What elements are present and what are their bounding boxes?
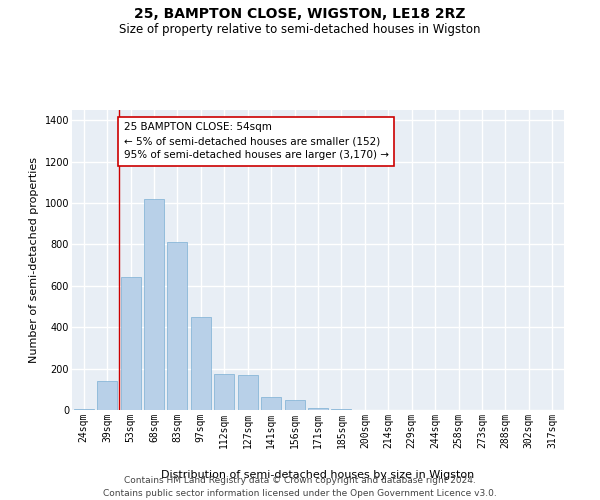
Text: Size of property relative to semi-detached houses in Wigston: Size of property relative to semi-detach… (119, 22, 481, 36)
Bar (331, 409, 352, 410)
Bar (74, 409, 94, 410)
Bar (308, 408, 328, 410)
Bar (284, 400, 305, 410)
Text: Distribution of semi-detached houses by size in Wigston: Distribution of semi-detached houses by … (161, 470, 475, 480)
Bar (238, 375, 257, 410)
Bar (214, 374, 234, 410)
Bar (97, 381, 117, 410)
Y-axis label: Number of semi-detached properties: Number of semi-detached properties (29, 157, 39, 363)
Text: 25, BAMPTON CLOSE, WIGSTON, LE18 2RZ: 25, BAMPTON CLOSE, WIGSTON, LE18 2RZ (134, 8, 466, 22)
Bar (261, 396, 281, 410)
Text: Contains HM Land Registry data © Crown copyright and database right 2024.
Contai: Contains HM Land Registry data © Crown c… (103, 476, 497, 498)
Text: 25 BAMPTON CLOSE: 54sqm
← 5% of semi-detached houses are smaller (152)
95% of se: 25 BAMPTON CLOSE: 54sqm ← 5% of semi-det… (124, 122, 389, 160)
Bar (121, 276, 140, 410)
Bar (191, 317, 211, 410)
Bar (167, 242, 187, 410)
Bar (144, 199, 164, 410)
